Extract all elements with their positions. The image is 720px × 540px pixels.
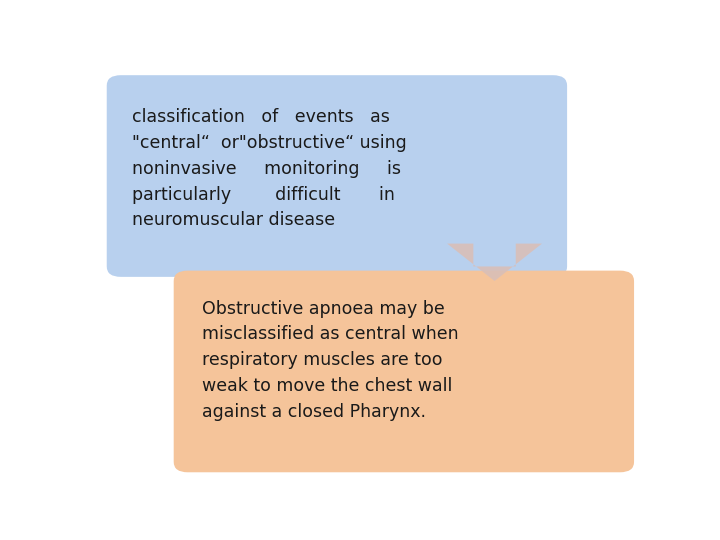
Text: classification   of   events   as
"central“  or"obstructive“ using
noninvasive  : classification of events as "central“ or… bbox=[132, 109, 407, 230]
Text: Obstructive apnoea may be
misclassified as central when
respiratory muscles are : Obstructive apnoea may be misclassified … bbox=[202, 300, 458, 421]
FancyBboxPatch shape bbox=[107, 75, 567, 277]
FancyBboxPatch shape bbox=[174, 271, 634, 472]
Polygon shape bbox=[447, 244, 542, 281]
